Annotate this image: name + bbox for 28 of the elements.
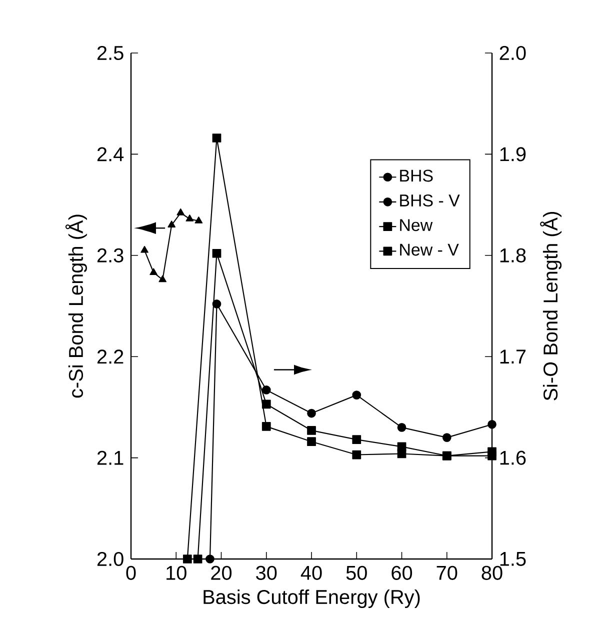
x-tick-label: 10 xyxy=(166,566,186,580)
y2-tick-label: 1.7 xyxy=(500,350,526,364)
y2-tick-label: 2.0 xyxy=(500,46,526,60)
y2-axis-title: Si-O Bond Length (Å) xyxy=(540,212,562,400)
x-tick-label: 20 xyxy=(211,566,232,580)
legend-label: BHS xyxy=(400,170,433,182)
y2-tick-label: 1.5 xyxy=(500,552,526,566)
y-axis-title: c-Si Bond Length (Å) xyxy=(65,214,87,398)
legend-label: New - V xyxy=(400,244,459,256)
x-axis-title: Basis Cutoff Energy (Ry) xyxy=(204,589,420,608)
y-tick-label: 2.1 xyxy=(97,450,124,465)
y-tick-label: 2.2 xyxy=(97,350,124,364)
y-tick-label: 2.5 xyxy=(97,46,124,60)
x-tick-label: 50 xyxy=(346,566,367,580)
y-tick-label: 2.3 xyxy=(97,248,124,262)
x-tick-label: 0 xyxy=(126,566,136,580)
legend-label: BHS - V xyxy=(400,194,460,206)
x-tick-label: 80 xyxy=(482,566,502,580)
x-tick-label: 30 xyxy=(256,566,277,580)
x-tick-label: 60 xyxy=(392,566,412,580)
y2-tick-label: 1.8 xyxy=(500,248,526,262)
y-tick-label: 2.4 xyxy=(97,147,124,162)
x-tick-label: 40 xyxy=(300,566,322,580)
y2-tick-label: 1.9 xyxy=(500,147,526,162)
y2-tick-label: 1.6 xyxy=(500,450,526,465)
x-tick-label: 70 xyxy=(436,566,458,580)
y-tick-label: 2.0 xyxy=(97,552,124,566)
legend-label: New xyxy=(400,219,433,232)
